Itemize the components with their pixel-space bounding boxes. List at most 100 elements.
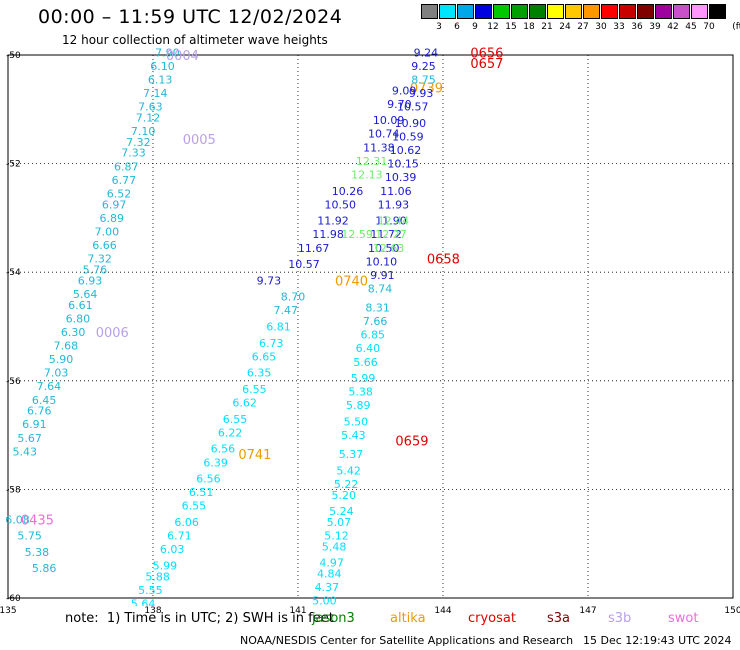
legend-altika: altika <box>390 611 426 626</box>
scale-label: 45 <box>685 22 697 32</box>
swh-reading: 4.37 <box>315 581 340 594</box>
swh-reading: 6.40 <box>356 342 381 355</box>
pass-time-label: 0740 <box>335 274 368 289</box>
swh-reading: 10.15 <box>387 158 419 171</box>
pass-time-label: 0739 <box>410 82 443 97</box>
scale-label: 39 <box>649 22 661 32</box>
swh-reading: 12.44 <box>378 215 410 228</box>
pass-time-label: 0004 <box>166 49 199 64</box>
satellite-legend: jason3 altika cryosat s3a s3b swot <box>0 611 740 629</box>
swh-reading: 5.75 <box>17 530 42 543</box>
x-tick-label: 147 <box>579 606 596 616</box>
scale-label: 9 <box>472 22 478 32</box>
swh-reading: 6.52 <box>107 187 132 200</box>
scale-swatch <box>439 4 456 19</box>
swh-reading: 5.12 <box>324 530 349 543</box>
swh-reading: 4.97 <box>319 557 344 570</box>
swh-reading: 9.93 <box>409 87 434 100</box>
swh-reading: 5.55 <box>138 584 163 597</box>
swh-reading: 6.08 <box>5 513 30 526</box>
swh-reading: 10.59 <box>392 130 424 143</box>
swh-reading: 6.55 <box>182 500 207 513</box>
y-tick-label: -58 <box>6 485 21 495</box>
scale-swatch <box>547 4 564 19</box>
swh-reading: 7.32 <box>87 253 112 266</box>
legend-cryosat: cryosat <box>468 611 516 626</box>
x-tick-label: 138 <box>144 606 161 616</box>
swh-reading: 7.64 <box>37 380 62 393</box>
swh-reading: 8.75 <box>411 73 436 86</box>
scale-swatch <box>493 4 510 19</box>
swh-reading: 6.55 <box>242 383 267 396</box>
swh-reading: 8.74 <box>368 282 393 295</box>
scale-label: 21 <box>541 22 553 32</box>
swh-reading: 6.62 <box>232 397 257 410</box>
swh-reading: 6.77 <box>112 174 137 187</box>
swh-reading: 10.09 <box>373 114 405 127</box>
swh-reading: 6.13 <box>148 73 173 86</box>
scale-label: 27 <box>577 22 589 32</box>
swh-reading: 11.38 <box>363 141 395 154</box>
map-title: 00:00 – 11:59 UTC 12/02/2024 <box>38 6 343 28</box>
y-tick-label: -60 <box>6 594 21 604</box>
swh-reading: 5.90 <box>49 353 74 366</box>
swh-reading: 5.50 <box>344 416 369 429</box>
swh-reading: 6.65 <box>252 350 277 363</box>
swh-reading: 6.55 <box>223 413 248 426</box>
swh-reading: 5.88 <box>145 570 170 583</box>
scale-label: 70 <box>703 22 715 32</box>
scale-swatch <box>565 4 582 19</box>
swh-reading: 5.89 <box>346 399 371 412</box>
scale-swatch <box>655 4 672 19</box>
swh-reading: 6.22 <box>218 426 243 439</box>
swh-reading: 7.14 <box>143 87 168 100</box>
swh-reading: 11.98 <box>312 228 344 241</box>
swh-reading: 12.59 <box>341 228 373 241</box>
swh-reading: 5.64 <box>73 288 98 301</box>
legend-jason3: jason3 <box>312 611 355 626</box>
swh-reading: 10.74 <box>368 128 400 141</box>
swh-reading: 5.42 <box>336 464 361 477</box>
x-tick-label: 150 <box>724 606 740 616</box>
swh-reading: 12.27 <box>375 228 407 241</box>
swh-reading: 6.76 <box>27 405 52 418</box>
swh-reading: 6.91 <box>22 418 47 431</box>
scale-swatch <box>583 4 600 19</box>
scale-swatch <box>475 4 492 19</box>
pass-time-label: 0656 <box>470 46 503 61</box>
swh-reading: 12.31 <box>356 155 388 168</box>
swh-reading: 10.50 <box>368 242 400 255</box>
swh-reading: 7.90 <box>155 46 180 59</box>
swh-reading: 10.10 <box>366 255 398 268</box>
swh-reading: 7.68 <box>54 340 79 353</box>
swh-reading: 6.51 <box>189 486 214 499</box>
pass-time-label: 0659 <box>395 435 428 450</box>
swh-reading: 11.93 <box>378 198 410 211</box>
swh-reading: 12.13 <box>351 168 383 181</box>
swh-reading: 11.90 <box>375 215 407 228</box>
swh-reading: 6.80 <box>66 312 91 325</box>
track-layer: 7.906.106.137.147.637.127.107.327.336.87… <box>5 46 503 606</box>
swh-reading: 5.24 <box>329 505 354 518</box>
credit-line: NOAA/NESDIS Center for Satellite Applica… <box>240 634 574 647</box>
scale-swatch <box>709 4 726 19</box>
swh-reading: 9.70 <box>387 98 412 111</box>
swh-reading: 6.35 <box>247 367 272 380</box>
map-subtitle: 12 hour collection of altimeter wave hei… <box>62 33 328 47</box>
swh-reading: 9.09 <box>392 84 417 97</box>
swh-reading: 7.12 <box>136 111 161 124</box>
swh-reading: 8.31 <box>365 301 390 314</box>
scale-label: 33 <box>613 22 625 32</box>
swh-reading: 7.33 <box>121 147 146 160</box>
pass-time-label: 0006 <box>96 326 129 341</box>
swh-reading: 12.63 <box>373 242 405 255</box>
scale-swatch <box>421 4 438 19</box>
swh-reading: 7.03 <box>44 367 69 380</box>
swh-reading: 11.72 <box>370 228 402 241</box>
scale-swatch <box>457 4 474 19</box>
swh-reading: 9.91 <box>370 269 395 282</box>
swh-reading: 10.50 <box>325 198 357 211</box>
swh-reading: 6.97 <box>102 198 127 211</box>
scale-label: 6 <box>454 22 460 32</box>
pass-time-label: 0005 <box>183 133 216 148</box>
